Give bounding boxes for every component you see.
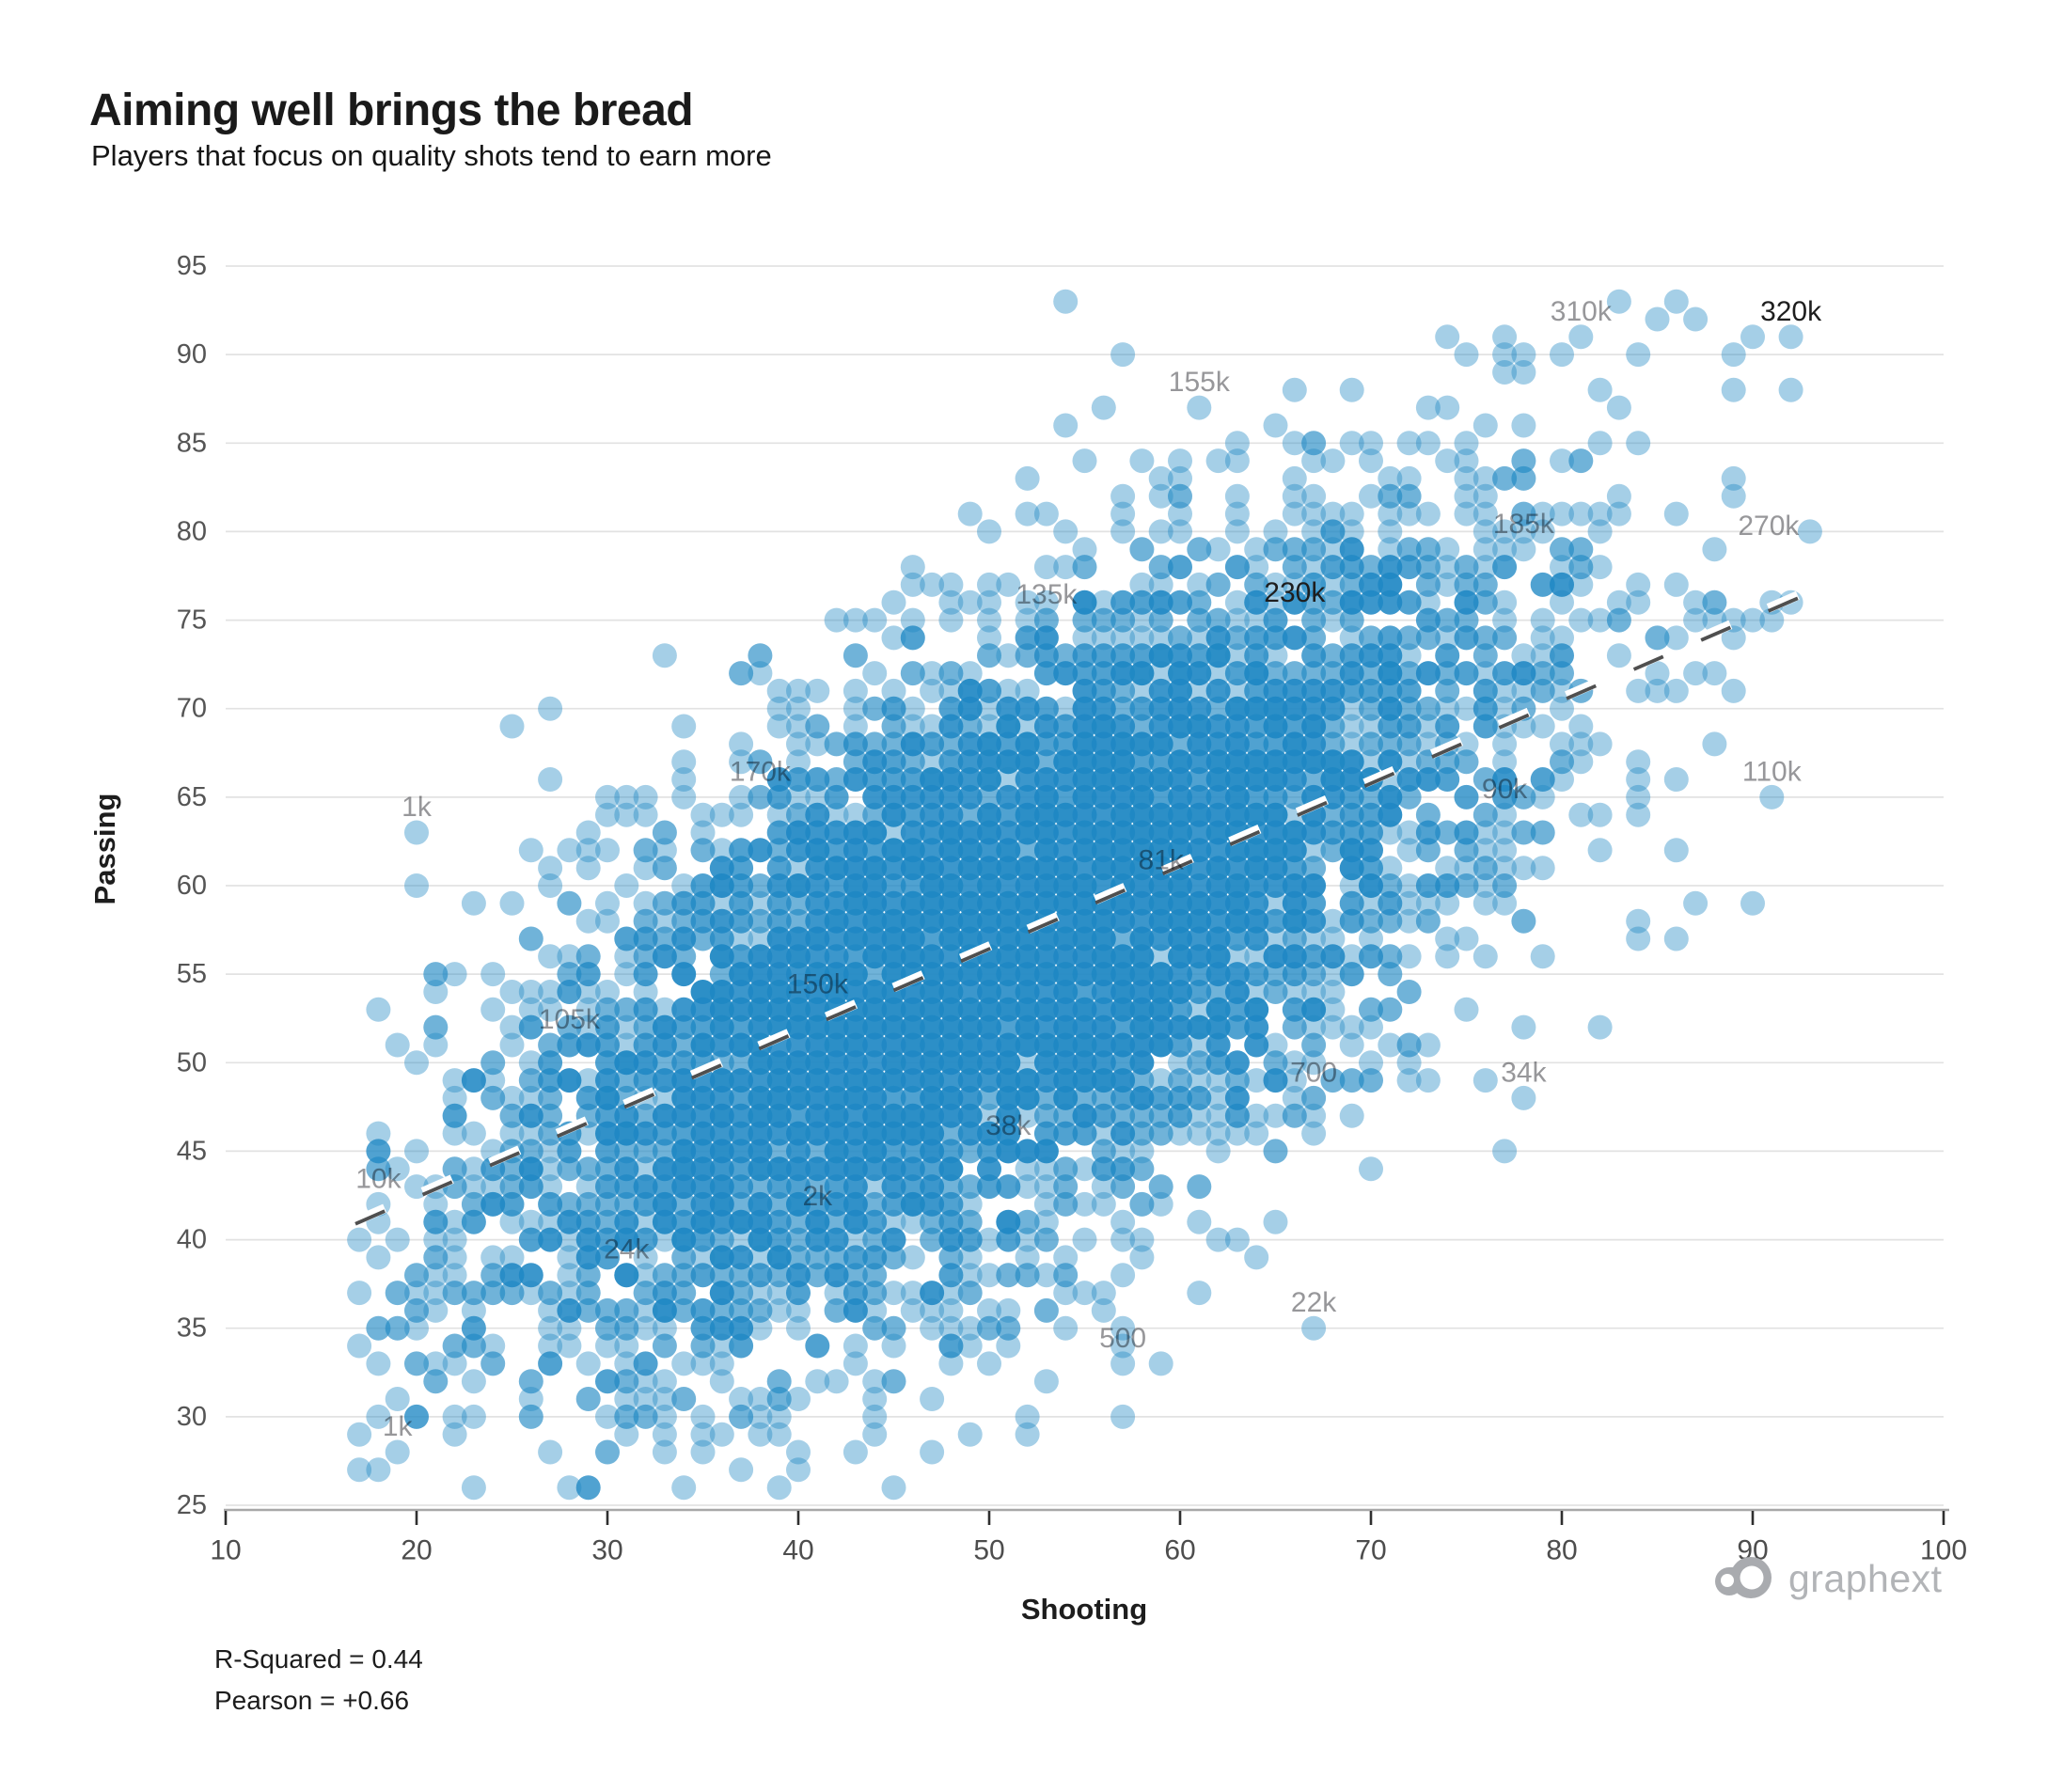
svg-text:70: 70 [177,694,207,724]
svg-text:10: 10 [210,1535,241,1566]
y-axis-tick-labels: 25 30 35 40 45 50 55 60 65 70 75 80 85 90 95 [177,251,207,1520]
svg-text:105k: 105k [539,1004,601,1035]
y-axis-title: Passing [88,793,121,905]
r-squared-value: R-Squared = 0.44 [214,1644,423,1674]
page-title: Aiming well brings the bread [89,86,694,136]
svg-text:150k: 150k [787,968,849,999]
svg-text:20: 20 [401,1535,432,1566]
pearson-value: Pearson = +0.66 [214,1686,410,1716]
svg-text:170k: 170k [730,756,792,787]
svg-text:155k: 155k [1169,367,1231,398]
svg-text:80: 80 [1546,1535,1577,1566]
x-axis: 10 20 30 40 50 60 70 80 90 100 [210,1508,1967,1566]
svg-text:24k: 24k [604,1234,650,1265]
page-subtitle: Players that focus on quality shots tend… [91,139,772,172]
svg-text:60: 60 [1164,1535,1195,1566]
svg-text:60: 60 [177,871,207,901]
svg-text:30: 30 [177,1402,207,1432]
svg-text:110k: 110k [1742,756,1803,787]
svg-text:310k: 310k [1551,296,1613,327]
svg-text:81k: 81k [1139,845,1185,876]
stats-block: R-Squared = 0.44 Pearson = +0.66 [214,1639,423,1721]
svg-text:1k: 1k [383,1411,414,1442]
svg-text:50: 50 [177,1047,207,1077]
svg-text:320k: 320k [1760,296,1822,327]
svg-text:2k: 2k [802,1181,833,1212]
point-value-labels: 1k 310k 320k 155k 185k 270k 135k 230k 170k 90k 110… [355,296,1822,1442]
svg-text:90: 90 [177,339,207,369]
svg-text:30: 30 [591,1535,622,1566]
svg-text:25: 25 [177,1490,207,1520]
svg-text:95: 95 [177,251,207,281]
svg-text:185k: 185k [1493,509,1555,540]
scatter-points-layer [347,289,1822,1501]
svg-text:90k: 90k [1482,774,1528,805]
svg-text:135k: 135k [1016,579,1078,610]
svg-text:700: 700 [1290,1057,1337,1088]
svg-text:50: 50 [973,1535,1004,1566]
svg-text:85: 85 [177,428,207,458]
svg-text:500: 500 [1099,1323,1146,1354]
svg-text:80: 80 [177,516,207,546]
svg-text:70: 70 [1355,1535,1386,1566]
svg-text:100: 100 [1920,1535,1967,1566]
svg-text:230k: 230k [1264,577,1326,608]
svg-text:45: 45 [177,1136,207,1166]
graphext-logo-icon [1715,1557,1772,1598]
svg-text:55: 55 [177,959,207,989]
graphext-logo-text: graphext [1788,1556,1943,1600]
svg-text:1k: 1k [402,792,433,823]
trend-line [354,575,1835,1226]
svg-text:75: 75 [177,605,207,636]
svg-text:40: 40 [177,1225,207,1255]
svg-text:10k: 10k [355,1163,402,1194]
svg-text:65: 65 [177,782,207,812]
svg-text:270k: 270k [1738,511,1800,542]
svg-text:40: 40 [782,1535,813,1566]
svg-text:22k: 22k [1291,1287,1337,1318]
svg-text:35: 35 [177,1313,207,1344]
x-axis-title: Shooting [1020,1593,1148,1626]
graphext-logo: graphext [1713,1551,1943,1606]
svg-text:34k: 34k [1501,1057,1547,1088]
svg-text:38k: 38k [985,1110,1032,1141]
